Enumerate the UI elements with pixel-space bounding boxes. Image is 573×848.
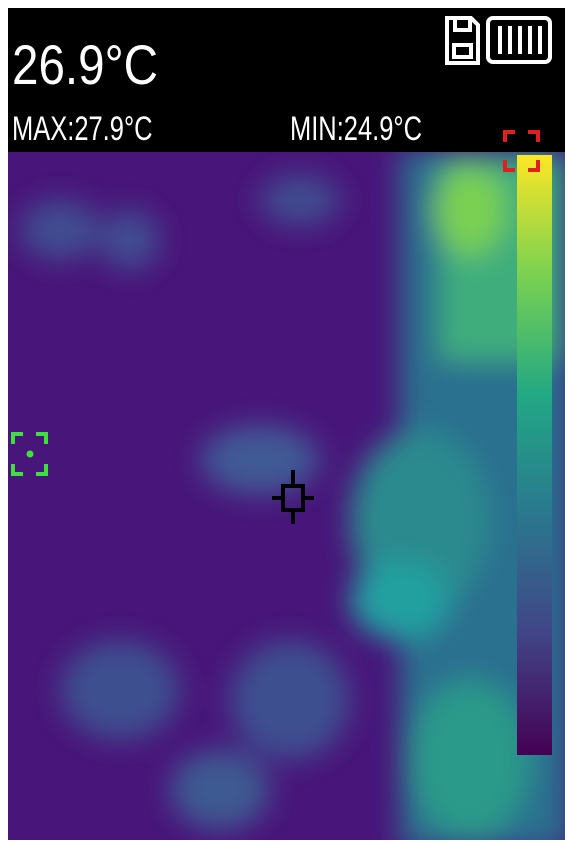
thermal-image: [8, 150, 570, 848]
min-temperature: MIN:24.9°C: [290, 111, 422, 148]
page: 26.9°C MAX:27.9°C MIN:24.9°C (() => { co…: [0, 0, 573, 848]
max-temperature: MAX:27.9°C: [12, 111, 153, 148]
current-temperature: 26.9°C: [12, 34, 158, 96]
color-scale-bar: [517, 155, 552, 755]
thermal-screen: 26.9°C MAX:27.9°C MIN:24.9°C: [0, 0, 573, 848]
